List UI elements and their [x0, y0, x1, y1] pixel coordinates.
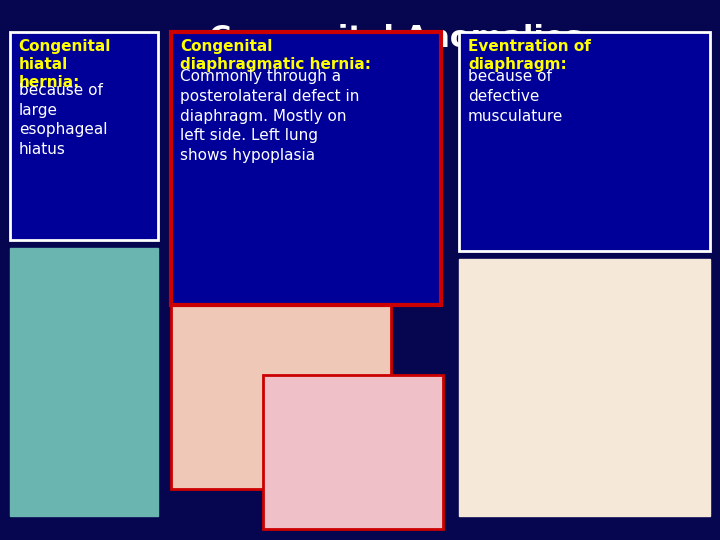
Text: Congenital
diaphragmatic hernia:: Congenital diaphragmatic hernia:	[180, 39, 371, 72]
Bar	[10, 248, 158, 516]
FancyBboxPatch shape	[459, 32, 710, 251]
Text: Eventration of
diaphragm:: Eventration of diaphragm:	[468, 39, 591, 72]
FancyBboxPatch shape	[10, 32, 158, 240]
Bar	[459, 259, 710, 516]
FancyBboxPatch shape	[171, 32, 441, 305]
Text: Congenital
hiatal
hernia:: Congenital hiatal hernia:	[19, 39, 111, 90]
Text: because of
large
esophageal
hiatus: because of large esophageal hiatus	[19, 83, 107, 157]
Bar	[171, 297, 391, 489]
Text: Congenital Anomalies: Congenital Anomalies	[209, 24, 583, 53]
Text: because of
defective
musculature: because of defective musculature	[468, 69, 563, 124]
Bar	[263, 375, 443, 529]
Text: Commonly through a
posterolateral defect in
diaphragm. Mostly on
left side. Left: Commonly through a posterolateral defect…	[180, 69, 359, 163]
